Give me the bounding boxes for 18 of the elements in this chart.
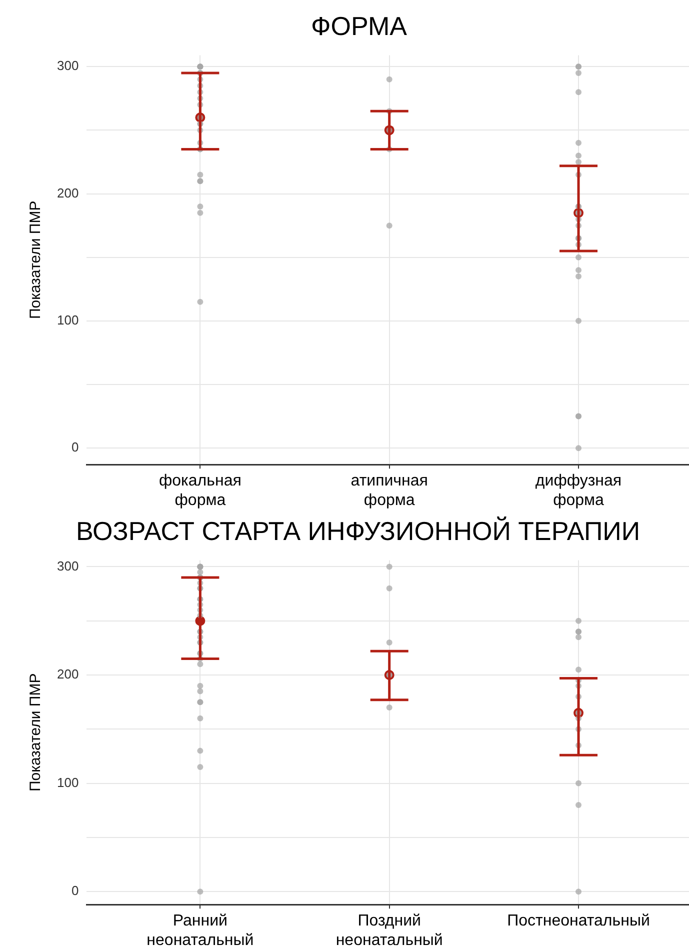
y-tick-label: 0 bbox=[71, 440, 79, 455]
y-tick-label: 100 bbox=[56, 774, 79, 790]
x-tick-label: атипичная форма bbox=[350, 472, 428, 509]
chart-title: ФОРМА bbox=[310, 10, 408, 41]
y-tick-label: 300 bbox=[56, 58, 79, 74]
x-tick-label: фокальная форма bbox=[158, 472, 242, 509]
y-tick-label: 200 bbox=[56, 185, 79, 200]
y-tick-label: 0 bbox=[71, 883, 79, 898]
y-tick-label: 100 bbox=[56, 312, 79, 328]
y-tick-label: 300 bbox=[56, 558, 79, 574]
chart-title: ВОЗРАСТ СТАРТА ИНФУЗИОННОЙ ТЕРАПИИ bbox=[76, 516, 640, 546]
y-axis-title: Показатели ПМР bbox=[27, 673, 44, 792]
x-tick-label: диффузная форма bbox=[535, 472, 622, 509]
x-tick-label: Ранний неонатальный bbox=[146, 912, 254, 947]
y-axis-title: Показатели ПМР bbox=[27, 200, 44, 320]
x-tick-label: Поздний неонатальный bbox=[336, 912, 443, 947]
y-tick-label: 200 bbox=[56, 666, 79, 682]
x-tick-label: Постнеонатальный bbox=[507, 912, 650, 930]
